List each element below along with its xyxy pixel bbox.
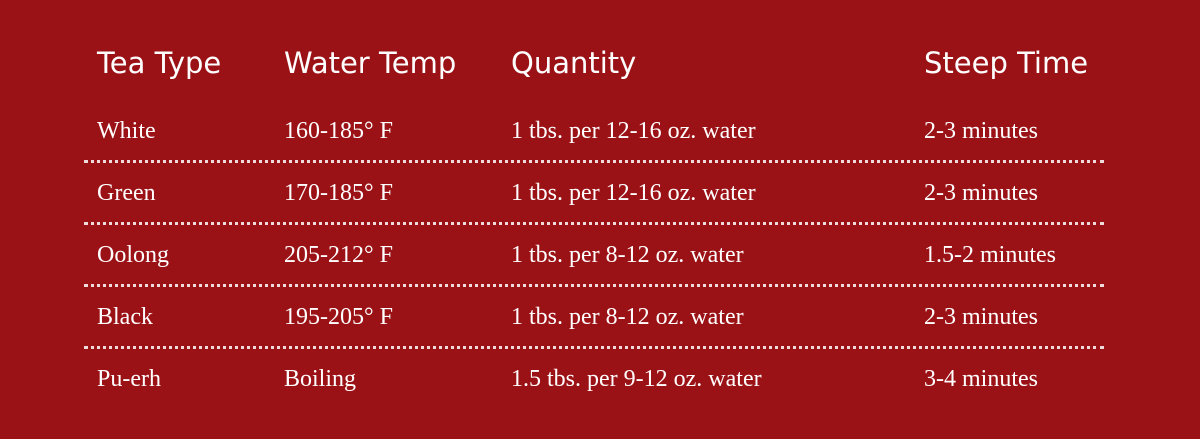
header-cell: Quantity [511,46,637,80]
table-cell: 160-185° F [284,118,393,144]
table-cell: 1 tbs. per 8-12 oz. water [511,304,744,330]
table-cell: Black [97,304,153,330]
table-cell: 205-212° F [284,242,393,268]
table-cell: 170-185° F [284,180,393,206]
table-cell: 2-3 minutes [924,118,1038,144]
header-cell: Water Temp [284,46,457,80]
row-separator [84,284,1104,287]
table-cell: 1 tbs. per 12-16 oz. water [511,118,756,144]
row-separator [84,346,1104,349]
table-cell: 195-205° F [284,304,393,330]
table-cell: Oolong [97,242,169,268]
table-cell: 1.5 tbs. per 9-12 oz. water [511,366,762,392]
table-cell: 2-3 minutes [924,180,1038,206]
table-cell: White [97,118,156,144]
table-cell: 2-3 minutes [924,304,1038,330]
row-separator [84,222,1104,225]
table-cell: Boiling [284,366,357,392]
row-separator [84,160,1104,163]
table-cell: 3-4 minutes [924,366,1038,392]
table-cell: 1.5-2 minutes [924,242,1056,268]
table-cell: 1 tbs. per 12-16 oz. water [511,180,756,206]
table-cell: Pu-erh [97,366,161,392]
header-cell: Tea Type [97,46,222,80]
header-cell: Steep Time [924,46,1089,80]
table-cell: 1 tbs. per 8-12 oz. water [511,242,744,268]
table-cell: Green [97,180,156,206]
